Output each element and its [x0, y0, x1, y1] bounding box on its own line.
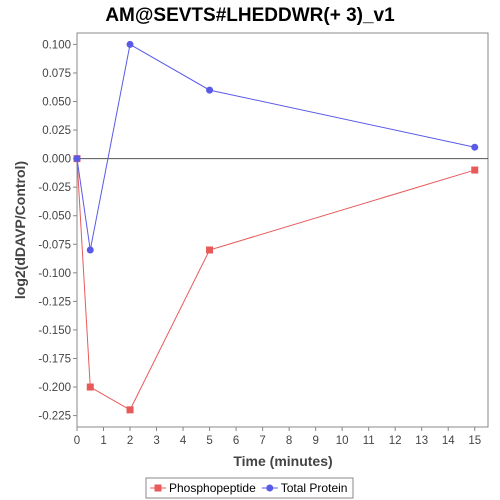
total-protein-legend-label: Total Protein: [281, 481, 348, 495]
total-protein-point: [471, 143, 479, 151]
x-tick-label: 14: [442, 435, 455, 447]
phosphopeptide-point: [206, 246, 214, 254]
phosphopeptide-legend-marker: [154, 484, 162, 492]
x-tick-label: 2: [127, 435, 133, 447]
x-axis-label: Time (minutes): [233, 453, 332, 469]
y-axis-label: log2(dDAVP/Control): [12, 161, 28, 299]
phosphopeptide-point: [126, 406, 134, 414]
y-tick-label: -0.025: [38, 182, 71, 194]
y-tick-label: -0.225: [38, 411, 71, 423]
y-tick-label: 0.000: [42, 154, 71, 166]
y-tick-label: 0.025: [42, 125, 71, 137]
x-tick-label: 0: [74, 435, 80, 447]
series-layer: [73, 40, 479, 414]
x-tick-label: 15: [468, 435, 481, 447]
x-tick-label: 4: [180, 435, 187, 447]
phosphopeptide-point: [86, 383, 94, 391]
y-axis: 0.100 0.075 0.050 0.025 0.000 -0.025 -0.050 -0.…: [38, 39, 77, 423]
y-tick-label: 0.050: [42, 97, 71, 109]
total-protein-point: [73, 155, 81, 163]
x-tick-label: 13: [415, 435, 428, 447]
total-protein-legend-marker: [266, 484, 274, 492]
y-tick-label: -0.200: [38, 382, 71, 394]
x-tick-label: 1: [100, 435, 106, 447]
legend: Phosphopeptide Total Protein: [145, 477, 354, 499]
y-tick-label: -0.050: [38, 211, 71, 223]
x-tick-label: 8: [286, 435, 292, 447]
legend-box: [145, 477, 354, 499]
x-tick-label: 11: [363, 435, 375, 447]
y-tick-label: -0.075: [38, 239, 71, 251]
x-tick-label: 5: [206, 435, 212, 447]
x-tick-label: 6: [233, 435, 239, 447]
x-tick-label: 3: [153, 435, 159, 447]
plot-area: [76, 32, 489, 428]
y-tick-label: -0.175: [38, 353, 71, 365]
total-protein-point: [86, 246, 94, 254]
y-tick-label: 0.100: [42, 39, 71, 51]
x-tick-label: 9: [312, 435, 318, 447]
total-protein-point: [126, 40, 134, 48]
phosphopeptide-legend-label: Phosphopeptide: [169, 481, 256, 495]
chart-title: AM@SEVTS#LHEDDWR(+ 3)_v1: [105, 5, 395, 26]
y-tick-label: -0.150: [38, 325, 71, 337]
phosphopeptide-point: [471, 166, 479, 174]
x-tick-label: 12: [389, 435, 402, 447]
x-axis: 0 1 2 3 4 5 6 7 8 9 10 11 12 13 14 15: [74, 427, 481, 447]
y-tick-label: -0.125: [38, 296, 71, 308]
total-protein-point: [206, 86, 214, 94]
y-tick-label: 0.075: [42, 68, 71, 80]
x-tick-label: 7: [259, 435, 265, 447]
x-tick-label: 10: [336, 435, 349, 447]
y-tick-label: -0.100: [38, 268, 71, 280]
